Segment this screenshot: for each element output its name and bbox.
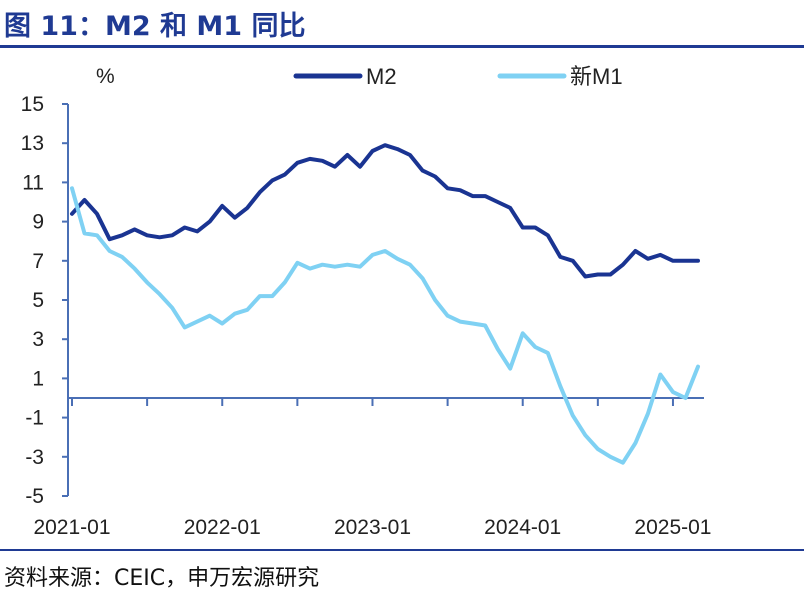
x-tick-label: 2023-01 [334,516,411,539]
y-tick-label: 3 [32,328,44,351]
y-tick-label: -5 [25,485,44,508]
title-divider [0,45,804,48]
series-m1-line [70,186,700,465]
x-tick-labels: 2021-01 2022-01 2023-01 2024-01 2025-01 [33,516,711,539]
x-tick-label: 2021-01 [33,516,110,539]
y-tick-label: 1 [32,367,44,390]
y-tick-label: 5 [32,289,44,312]
legend-m2-label: M2 [366,64,397,89]
x-tick-label: 2025-01 [634,516,711,539]
x-tick-label: 2022-01 [184,516,261,539]
y-tick-label: 15 [21,93,44,116]
source-note: 资料来源：CEIC，申万宏源研究 [4,566,320,591]
y-tick-labels: 15 13 11 9 7 5 3 1 -1 -3 -5 [21,93,44,508]
y-tick-label: -3 [25,446,44,469]
x-tick-label: 2024-01 [484,516,561,539]
axes [62,103,704,497]
y-tick-label: -1 [25,407,44,430]
legend: M2 新M1 [293,64,623,89]
footer-divider [0,549,804,551]
y-axis-unit: % [96,65,115,88]
y-tick-label: 9 [32,211,44,234]
series-lines [70,143,700,465]
y-tick-label: 7 [32,250,44,273]
y-tick-label: 13 [21,132,44,155]
chart-title: 图 11：M2 和 M1 同比 [4,11,306,42]
legend-m1-label: 新M1 [570,64,623,89]
series-m2-line [70,143,700,279]
y-tick-label: 11 [22,171,44,194]
